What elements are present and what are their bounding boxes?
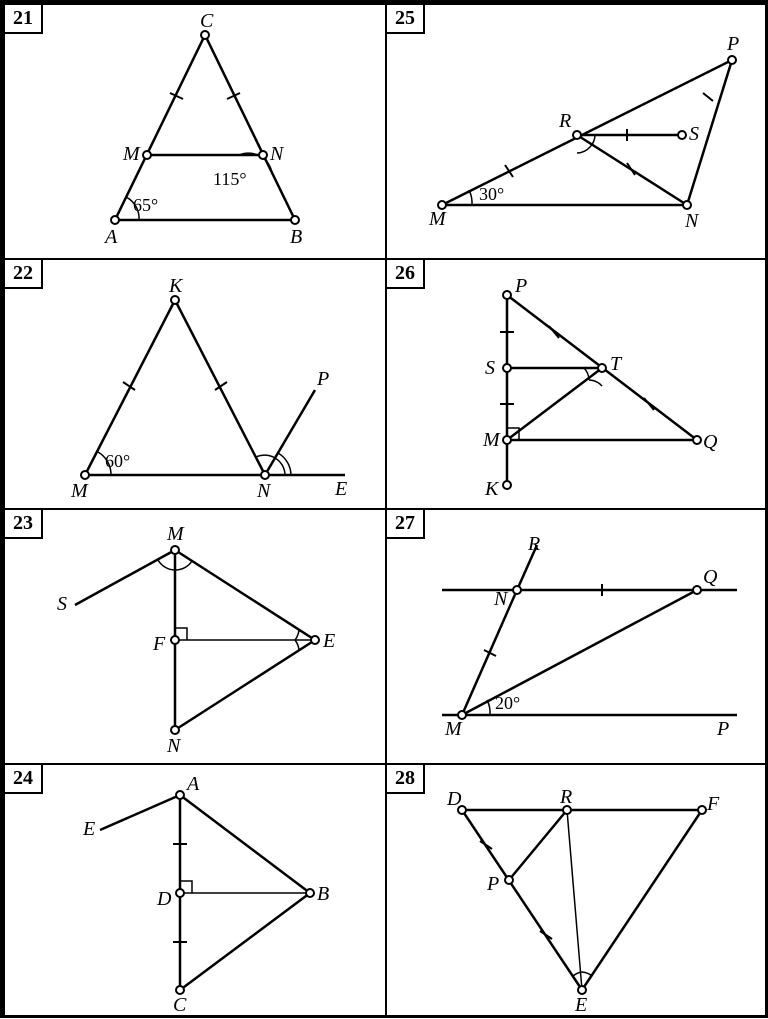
problem-23: 23 M N E F S bbox=[3, 508, 387, 765]
label-R: R bbox=[558, 110, 571, 132]
label-R: R bbox=[527, 533, 540, 555]
label-P: P bbox=[514, 275, 527, 297]
label-P: P bbox=[716, 718, 729, 740]
label-M: M bbox=[444, 718, 463, 740]
problem-number: 23 bbox=[3, 508, 43, 539]
label-R: R bbox=[559, 786, 572, 808]
problem-number: 25 bbox=[385, 3, 425, 34]
label-F: F bbox=[706, 793, 720, 815]
label-Q: Q bbox=[703, 431, 718, 453]
label-B: B bbox=[317, 883, 329, 905]
angle-M: 60° bbox=[105, 451, 130, 471]
label-E: E bbox=[574, 994, 587, 1016]
problem-21: 21 A B C M N 65° 115° bbox=[3, 3, 387, 260]
label-K: K bbox=[168, 275, 184, 297]
label-Q: Q bbox=[703, 566, 718, 588]
label-C: C bbox=[200, 10, 214, 32]
label-N: N bbox=[166, 735, 182, 757]
label-T: T bbox=[610, 353, 623, 375]
label-M: M bbox=[482, 429, 501, 451]
problem-26: 26 P M Q S T K bbox=[385, 258, 767, 510]
label-M: M bbox=[428, 208, 447, 230]
label-D: D bbox=[446, 788, 462, 810]
label-N: N bbox=[493, 588, 509, 610]
label-A: A bbox=[103, 226, 118, 248]
problem-number: 27 bbox=[385, 508, 425, 539]
angle-N: 115° bbox=[213, 169, 247, 189]
angle-M: 30° bbox=[479, 184, 504, 204]
label-S: S bbox=[485, 357, 495, 379]
label-P: P bbox=[316, 368, 329, 390]
problem-27: 27 M N Q R P 20° bbox=[385, 508, 767, 765]
worksheet-page: 21 A B C M N 65° 115° 25 M N P R S 30° 2… bbox=[0, 0, 768, 1018]
label-K: K bbox=[484, 478, 500, 500]
angle-M: 20° bbox=[495, 693, 520, 713]
label-S: S bbox=[57, 593, 67, 615]
problem-number: 26 bbox=[385, 258, 425, 289]
label-A: A bbox=[185, 773, 200, 795]
problem-28: 28 D F E R P bbox=[385, 763, 767, 1017]
label-E: E bbox=[322, 630, 335, 652]
label-D: D bbox=[156, 888, 172, 910]
problem-24: 24 A C B D E bbox=[3, 763, 387, 1017]
label-E: E bbox=[82, 818, 95, 840]
label-P: P bbox=[486, 873, 499, 895]
label-M: M bbox=[122, 143, 141, 165]
label-B: B bbox=[290, 226, 302, 248]
label-M: M bbox=[166, 523, 185, 545]
label-N: N bbox=[684, 210, 700, 232]
label-P: P bbox=[726, 33, 739, 55]
label-C: C bbox=[173, 994, 187, 1016]
problem-number: 21 bbox=[3, 3, 43, 34]
label-M: M bbox=[70, 480, 89, 502]
problem-number: 28 bbox=[385, 763, 425, 794]
label-F: F bbox=[152, 633, 166, 655]
label-S: S bbox=[689, 123, 699, 145]
label-N: N bbox=[256, 480, 272, 502]
problem-25: 25 M N P R S 30° bbox=[385, 3, 767, 260]
label-N: N bbox=[269, 143, 285, 165]
angle-A: 65° bbox=[133, 195, 158, 215]
label-E: E bbox=[334, 478, 347, 500]
problem-number: 22 bbox=[3, 258, 43, 289]
problem-number: 24 bbox=[3, 763, 43, 794]
problem-22: 22 M N K E P 60° bbox=[3, 258, 387, 510]
